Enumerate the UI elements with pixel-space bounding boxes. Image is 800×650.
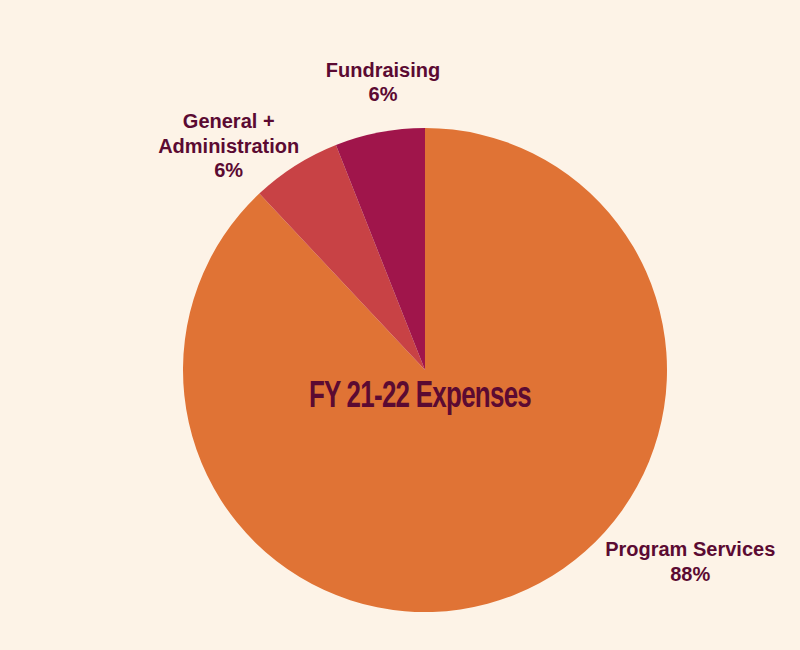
svg-text:General +Administration6%: General +Administration6%: [158, 110, 299, 181]
svg-text:Fundraising6%: Fundraising6%: [326, 59, 440, 106]
html-text:FY 21-22 Expenses: FY 21-22 Expenses: [308, 374, 532, 415]
svg-text:Program Services88%: Program Services88%: [605, 538, 775, 585]
